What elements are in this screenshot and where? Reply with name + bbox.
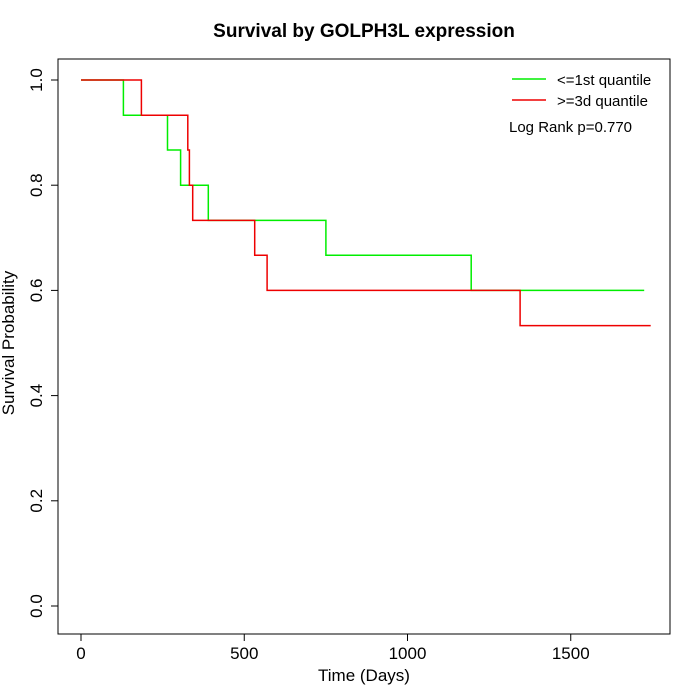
x-tick-label: 0 <box>76 644 85 663</box>
series-line-0 <box>81 79 645 292</box>
y-tick-label: 0.2 <box>27 489 46 513</box>
y-tick-label: 1.0 <box>27 68 46 92</box>
y-tick-label: 0.8 <box>27 173 46 197</box>
x-axis-label: Time (Days) <box>318 666 410 685</box>
log-rank-annotation: Log Rank p=0.770 <box>509 119 632 136</box>
y-axis: 0.0 0.2 0.4 0.6 0.8 1.0 <box>27 68 59 618</box>
x-tick-label: 500 <box>230 644 258 663</box>
x-tick-label: 1000 <box>389 644 427 663</box>
x-axis: 0 500 1000 1500 <box>76 633 590 663</box>
series-line-1 <box>81 79 651 327</box>
y-tick-label: 0.6 <box>27 279 46 303</box>
legend-label-0: <=1st quantile <box>557 72 651 89</box>
legend: <=1st quantile >=3d quantile <box>512 72 651 110</box>
y-tick-label: 0.0 <box>27 594 46 618</box>
y-axis-label: Survival Probability <box>0 270 18 415</box>
series-layer <box>81 79 651 327</box>
legend-label-1: >=3d quantile <box>557 93 648 110</box>
chart-title: Survival by GOLPH3L expression <box>213 21 515 42</box>
plot-frame <box>57 58 671 635</box>
y-tick-label: 0.4 <box>27 384 46 408</box>
x-tick-label: 1500 <box>552 644 590 663</box>
